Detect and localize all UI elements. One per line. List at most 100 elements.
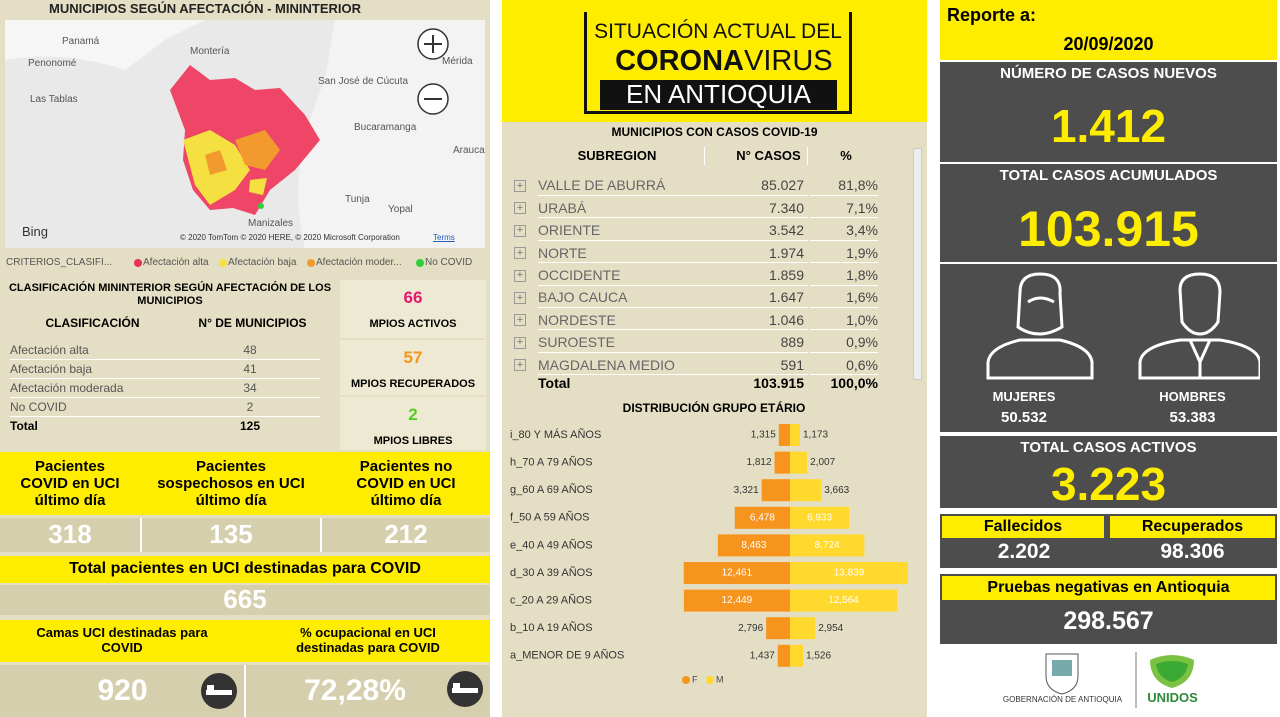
bar [790, 506, 850, 529]
value-label: 3,321 [734, 485, 759, 496]
value-label: 8,724 [815, 540, 840, 551]
table-cell: 3.542 [730, 221, 808, 241]
table-total: Total [538, 374, 571, 391]
category-label: f_50 A 59 AÑOS [510, 511, 590, 524]
bar [790, 479, 822, 502]
table-cell: 1.647 [730, 288, 808, 308]
map-place: Montería [190, 46, 230, 58]
age-pyramid: DISTRIBUCIÓN GRUPO ETÁRIO i_80 Y MÁS AÑOS… [510, 400, 908, 684]
occupancy-label: % ocupacional en UCI destinadas para COV… [296, 625, 440, 655]
table-total: 125 [239, 419, 261, 434]
value-label: 13,839 [834, 568, 865, 579]
table-cell: 2 [180, 399, 320, 417]
legend-dot [682, 676, 690, 684]
active-label: TOTAL CASOS ACTIVOS [1020, 439, 1197, 457]
banner-line: EN ANTIOQUIA [626, 79, 811, 110]
uci-value: 212 [384, 519, 428, 550]
bar [717, 534, 790, 557]
bar [778, 424, 790, 446]
table-cell: NORTE [538, 243, 730, 264]
table-cell: 34 [180, 380, 320, 398]
recovered-value: 98.306 [1160, 539, 1225, 563]
map-place: Panamá [62, 36, 100, 48]
table-cell: 1.974 [730, 243, 808, 264]
bar [790, 562, 908, 584]
table-total: Total [10, 419, 38, 434]
table-title: MUNICIPIOS CON CASOS COVID-19 [611, 125, 818, 140]
bar [734, 506, 790, 529]
bar [761, 479, 790, 502]
table-cell: Afectación alta [10, 342, 180, 360]
total-cases-value: 103.915 [1018, 201, 1199, 258]
expand-button[interactable]: + [514, 336, 526, 349]
tests-label: Pruebas negativas en Antioquia [987, 578, 1230, 596]
category-label: a_MENOR DE 9 AÑOS [510, 649, 624, 662]
divider [320, 518, 322, 552]
bar [790, 644, 804, 667]
report-date: 20/09/2020 [1063, 33, 1154, 54]
value-label: 3,663 [824, 485, 849, 496]
map-place: Arauca [453, 145, 485, 157]
kpi-value: 2 [408, 405, 418, 425]
category-label: g_60 A 69 AÑOS [510, 483, 593, 496]
expand-button[interactable]: + [514, 202, 526, 215]
expand-button[interactable]: + [514, 269, 526, 282]
map-place: Las Tablas [30, 94, 78, 106]
table-cell: 1.859 [730, 266, 808, 286]
men-label: HOMBRES [1159, 388, 1226, 404]
kpi-value: 57 [403, 348, 423, 368]
value-label: 6,933 [807, 512, 832, 523]
coat-of-arms [1045, 653, 1079, 695]
women-value: 50.532 [1001, 409, 1047, 427]
value-band [0, 585, 490, 615]
bar [777, 644, 790, 667]
map-attribution: © 2020 TomTom © 2020 HERE, © 2020 Micros… [180, 233, 400, 243]
table-cell: 41 [180, 361, 320, 379]
table-header: CLASIFICACIÓN [45, 316, 140, 331]
kpi-value: 66 [403, 288, 423, 308]
beds-value: 920 [97, 673, 148, 707]
expand-button[interactable]: + [514, 359, 526, 372]
bar [790, 451, 808, 474]
map-logo: Bing [22, 223, 49, 239]
card [340, 280, 486, 338]
bar [790, 424, 801, 446]
expand-button[interactable]: + [514, 292, 526, 304]
table-cell: Afectación baja [10, 361, 180, 379]
table-header: SUBREGION [530, 147, 705, 165]
scrollbar[interactable] [913, 148, 922, 380]
expand-button[interactable]: + [514, 180, 526, 192]
kpi-label: MPIOS RECUPERADOS [350, 377, 476, 390]
bed-icon [201, 673, 237, 709]
table-cell: ORIENTE [538, 221, 730, 241]
bar [683, 589, 790, 612]
card [340, 397, 486, 450]
new-cases-value: 1.412 [1050, 99, 1167, 152]
table-title: CLASIFICACIÓN MININTERIOR SEGÚN AFECTACI… [8, 282, 332, 307]
banner-word: CORONA [615, 45, 744, 78]
bed-icon [447, 671, 483, 707]
yellow-band [0, 452, 490, 515]
legend-item: Afectación alta [143, 257, 209, 269]
chart-title: DISTRIBUCIÓN GRUPO ETÁRIO [623, 400, 806, 415]
yellow-band [0, 556, 490, 583]
expand-button[interactable]: + [514, 224, 526, 237]
kpi-label: MPIOS ACTIVOS [369, 317, 457, 330]
expand-button[interactable]: + [514, 314, 526, 327]
banner-line: SITUACIÓN ACTUAL DEL [594, 19, 842, 43]
map-place: Tunja [345, 194, 370, 206]
recovered-label: Recuperados [1141, 517, 1244, 535]
table-cell: 7,1% [810, 198, 878, 219]
map [5, 20, 485, 248]
table-cell: VALLE DE ABURRÁ [538, 176, 730, 196]
table-cell: 1,9% [810, 243, 878, 264]
uci-header: Pacientes sospechosos en UCI último día [157, 457, 305, 510]
legend-dot [219, 259, 227, 267]
expand-button[interactable]: + [514, 247, 526, 260]
table-total: 100,0% [830, 374, 878, 391]
uci-value: 318 [48, 519, 92, 550]
value-label: 1,812 [747, 457, 772, 468]
deaths-value: 2.202 [997, 539, 1051, 563]
banner-bar [600, 80, 837, 110]
